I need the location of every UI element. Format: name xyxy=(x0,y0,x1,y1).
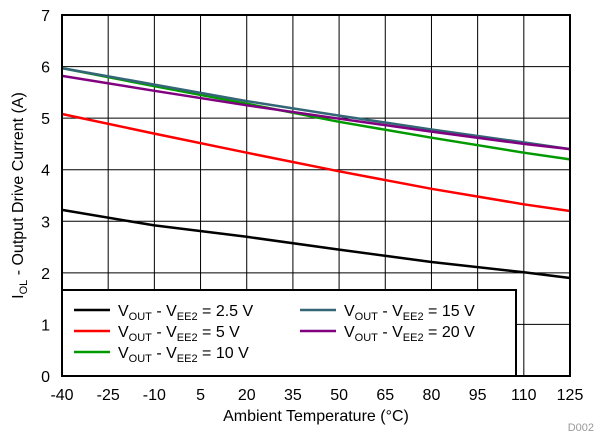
legend-entry-part: V xyxy=(118,303,129,320)
legend-entry-part: EE2 xyxy=(177,311,198,323)
x-tick-label: 125 xyxy=(557,387,584,404)
x-tick-label: 80 xyxy=(423,387,441,404)
series-line xyxy=(61,208,571,280)
y-axis-label: IOL - Output Drive Current (A) xyxy=(10,92,30,299)
y-tick-label: 7 xyxy=(41,8,50,25)
y-tick-label: 0 xyxy=(41,369,50,386)
y-tick-label: 6 xyxy=(41,60,50,77)
x-tick-label: -10 xyxy=(143,387,166,404)
y-tick-label: 1 xyxy=(41,317,50,334)
legend-entry-part: V xyxy=(344,324,355,341)
series-line xyxy=(61,112,571,213)
legend-entry-part: OUT xyxy=(129,353,153,365)
legend-entry-part: = 2.5 V xyxy=(198,303,254,320)
x-tick-label: 20 xyxy=(238,387,256,404)
x-tick-label: 65 xyxy=(376,387,394,404)
plot-frame xyxy=(61,14,571,377)
legend-entry-part: - V xyxy=(378,324,403,341)
legend-box xyxy=(61,289,517,377)
legend-entry-part: - V xyxy=(152,345,177,362)
y-tick-labels: 0 1 2 3 4 5 6 7 xyxy=(41,8,50,386)
legend-entry-part: = 5 V xyxy=(198,324,241,341)
legend-entry-part: - V xyxy=(152,303,177,320)
legend-entry-part: OUT xyxy=(129,332,153,344)
y-tick-label: 2 xyxy=(41,266,50,283)
x-tick-label: 35 xyxy=(284,387,302,404)
legend-entry-part: V xyxy=(118,324,129,341)
y-tick-label: 3 xyxy=(41,214,50,231)
legend-entry-part: V xyxy=(118,345,129,362)
legend-entry-part: = 20 V xyxy=(424,324,475,341)
x-tick-label: -40 xyxy=(50,387,73,404)
x-tick-label: 110 xyxy=(511,387,537,404)
legend-entry-part: EE2 xyxy=(177,353,198,365)
y-axis-label-main: I xyxy=(10,294,27,298)
legend-entry-part: - V xyxy=(378,303,403,320)
legend-entry-part: V xyxy=(344,303,355,320)
legend-entry: VOUT - VEE2 = 10 V xyxy=(118,345,249,365)
x-tick-label: -25 xyxy=(97,387,120,404)
figure-code: D002 xyxy=(568,422,594,434)
legend-entry-part: EE2 xyxy=(177,332,198,344)
y-axis-label-sub: OL xyxy=(18,280,30,295)
legend-entry-part: = 10 V xyxy=(198,345,249,362)
series-line xyxy=(61,74,571,151)
y-axis-label-rest: - Output Drive Current (A) xyxy=(10,92,27,280)
series-line xyxy=(61,66,571,151)
y-tick-label: 5 xyxy=(41,111,50,128)
x-tick-label: 95 xyxy=(469,387,487,404)
legend-entry-part: - V xyxy=(152,324,177,341)
legend-entry: VOUT - VEE2 = 20 V xyxy=(344,324,475,344)
legend-entry-part: OUT xyxy=(355,332,379,344)
legend-entry: VOUT - VEE2 = 15 V xyxy=(344,303,475,323)
legend-entry-part: EE2 xyxy=(403,311,424,323)
x-axis-label: Ambient Temperature (°C) xyxy=(223,408,409,425)
series-layer xyxy=(61,66,571,280)
x-tick-labels: -40 -25 -10 5 20 35 50 65 80 95 110 125 xyxy=(50,387,583,404)
legend-entry: VOUT - VEE2 = 5 V xyxy=(118,324,240,344)
legend-entry-part: EE2 xyxy=(403,332,424,344)
y-tick-label: 4 xyxy=(41,163,50,180)
x-tick-label: 5 xyxy=(196,387,205,404)
legend-entry-part: OUT xyxy=(355,311,379,323)
legend-entry-part: OUT xyxy=(129,311,153,323)
x-tick-label: 50 xyxy=(330,387,348,404)
legend-entry-part: = 15 V xyxy=(424,303,475,320)
series-line xyxy=(61,66,571,161)
legend-entry: VOUT - VEE2 = 2.5 V xyxy=(118,303,254,323)
